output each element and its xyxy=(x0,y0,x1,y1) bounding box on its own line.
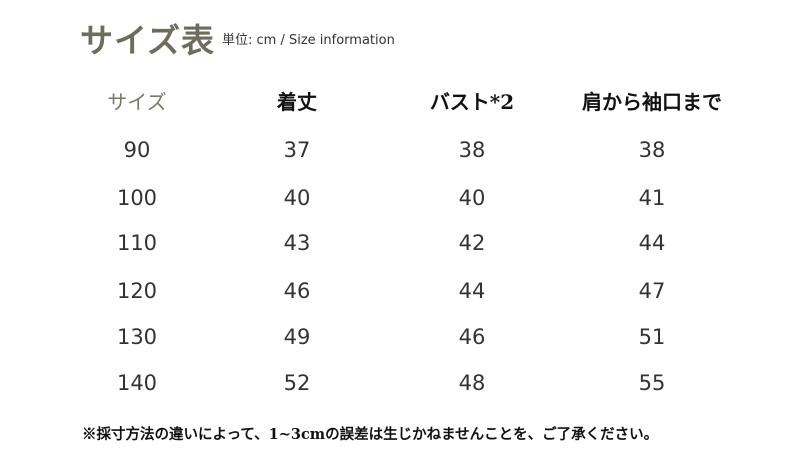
table-cell: 42 xyxy=(458,231,486,255)
table-cell: 46 xyxy=(458,325,486,349)
table-cell: 55 xyxy=(638,371,666,395)
page-title: サイズ表 xyxy=(80,21,216,60)
table-cell: 38 xyxy=(638,138,666,162)
table-row: 90 37 38 38 xyxy=(0,138,800,174)
table-cell: 110 xyxy=(116,231,158,255)
table-cell: 52 xyxy=(283,371,311,395)
table-cell: 120 xyxy=(116,279,158,303)
table-cell: 43 xyxy=(283,231,311,255)
table-row: 110 43 42 44 xyxy=(0,231,800,267)
table-row: 120 46 44 47 xyxy=(0,279,800,315)
table-cell: 38 xyxy=(458,138,486,162)
table-cell: 90 xyxy=(123,138,151,162)
table-cell: 48 xyxy=(458,371,486,395)
table-cell: 44 xyxy=(458,279,486,303)
table-cell: 40 xyxy=(283,186,311,210)
table-cell: 47 xyxy=(638,279,666,303)
table-cell: 130 xyxy=(116,325,158,349)
header-size: サイズ xyxy=(107,90,167,114)
table-cell: 100 xyxy=(116,186,158,210)
table-cell: 40 xyxy=(458,186,486,210)
header-length: 着丈 xyxy=(277,90,317,114)
header-bust: バスト*2 xyxy=(429,90,515,114)
table-cell: 140 xyxy=(116,371,158,395)
table-cell: 41 xyxy=(638,186,666,210)
table-cell: 49 xyxy=(283,325,311,349)
unit-label: 単位: cm / Size information xyxy=(222,33,395,48)
header-sleeve: 肩から袖口まで xyxy=(582,90,722,114)
table-cell: 44 xyxy=(638,231,666,255)
table-cell: 46 xyxy=(283,279,311,303)
table-row: 130 49 46 51 xyxy=(0,325,800,361)
table-row: 140 52 48 55 xyxy=(0,371,800,407)
table-header: サイズ 着丈 バスト*2 肩から袖口まで xyxy=(0,86,800,122)
table-cell: 51 xyxy=(638,325,666,349)
table-cell: 37 xyxy=(283,138,311,162)
table-row: 100 40 40 41 xyxy=(0,186,800,222)
footnote: ※採寸方法の違いによって、1~3cmの誤差は生じかねませんことを、ご了承ください… xyxy=(82,426,659,443)
